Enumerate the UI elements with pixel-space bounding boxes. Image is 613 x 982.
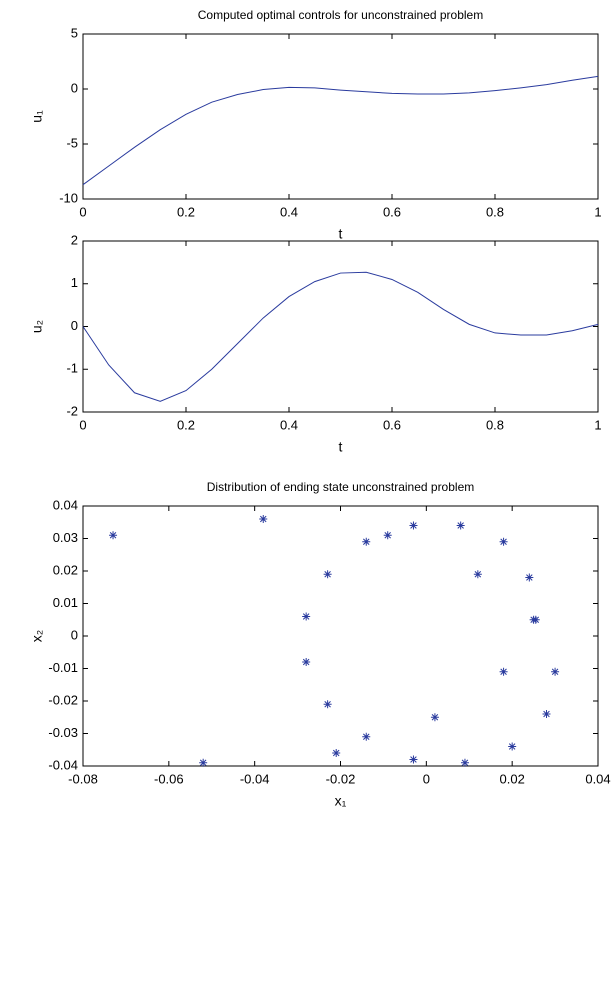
y-tick-label: 0 [71, 627, 78, 642]
x-tick-label: 0.2 [177, 417, 195, 432]
point [409, 521, 418, 530]
point [109, 531, 118, 540]
y-tick-label: 5 [71, 25, 78, 40]
y-tick-label: 0 [71, 80, 78, 95]
x-tick-label: -0.08 [68, 771, 98, 786]
y-axis-label: x₂ [29, 630, 45, 642]
point [542, 710, 551, 718]
y-tick-label: -0.03 [48, 725, 78, 740]
x-tick-label: 0.04 [585, 771, 610, 786]
y-tick-label: 0.03 [53, 530, 78, 545]
y-tick-label: -0.02 [48, 692, 78, 707]
x-tick-label: 1 [594, 204, 601, 219]
x-tick-label: -0.06 [154, 771, 184, 786]
point [508, 742, 517, 751]
point [323, 570, 332, 579]
y-tick-label: 0 [71, 318, 78, 333]
point [430, 713, 439, 722]
x-tick-label: 0.8 [486, 204, 504, 219]
point [499, 667, 508, 676]
x-axis-label: t [339, 439, 343, 455]
x-axis-label: x₁ [335, 793, 347, 809]
x-tick-label: 0 [79, 417, 86, 432]
point [499, 537, 508, 546]
point [302, 612, 311, 621]
line [82, 271, 599, 402]
x-tick-label: 0.4 [280, 204, 298, 219]
point [362, 732, 371, 741]
y-tick-label: 0.01 [53, 595, 78, 610]
x-tick-label: 0.6 [383, 417, 401, 432]
axes-box [82, 240, 599, 413]
y-tick-label: 0.02 [53, 562, 78, 577]
y-tick-label: -2 [66, 403, 78, 418]
point [456, 521, 465, 530]
x-tick-label: -0.04 [240, 771, 270, 786]
y-tick-label: -5 [66, 135, 78, 150]
x-axis-label: t [339, 226, 343, 242]
x-tick-label: 0.2 [177, 204, 195, 219]
y-axis-label: u₁ [29, 110, 45, 123]
point [525, 573, 534, 582]
point [332, 749, 341, 757]
point [199, 758, 208, 767]
chart-title: Computed optimal controls for unconstrai… [198, 8, 483, 22]
point [473, 570, 482, 579]
x-tick-label: 1 [594, 417, 601, 432]
point [302, 658, 311, 666]
x-tick-label: -0.02 [326, 771, 356, 786]
x-tick-label: 0.8 [486, 417, 504, 432]
axes-box [82, 505, 599, 767]
point [531, 615, 540, 624]
point [409, 755, 418, 764]
point [460, 758, 469, 767]
axes-box [82, 33, 599, 200]
line [82, 75, 599, 186]
point [362, 537, 371, 546]
y-tick-label: -10 [59, 190, 78, 205]
x-tick-label: 0 [423, 771, 430, 786]
y-tick-label: 1 [71, 275, 78, 290]
point [551, 667, 560, 676]
y-axis-label: u₂ [29, 320, 45, 333]
x-tick-label: 0.4 [280, 417, 298, 432]
point [259, 515, 268, 523]
x-tick-label: 0 [79, 204, 86, 219]
y-tick-label: -1 [66, 361, 78, 376]
x-tick-label: 0.02 [500, 771, 525, 786]
chart-title: Distribution of ending state unconstrain… [207, 480, 475, 494]
point [323, 700, 332, 709]
y-tick-label: -0.01 [48, 660, 78, 675]
y-tick-label: 2 [71, 232, 78, 247]
y-tick-label: -0.04 [48, 757, 78, 772]
y-tick-label: 0.04 [53, 497, 78, 512]
point [383, 531, 392, 540]
x-tick-label: 0.6 [383, 204, 401, 219]
